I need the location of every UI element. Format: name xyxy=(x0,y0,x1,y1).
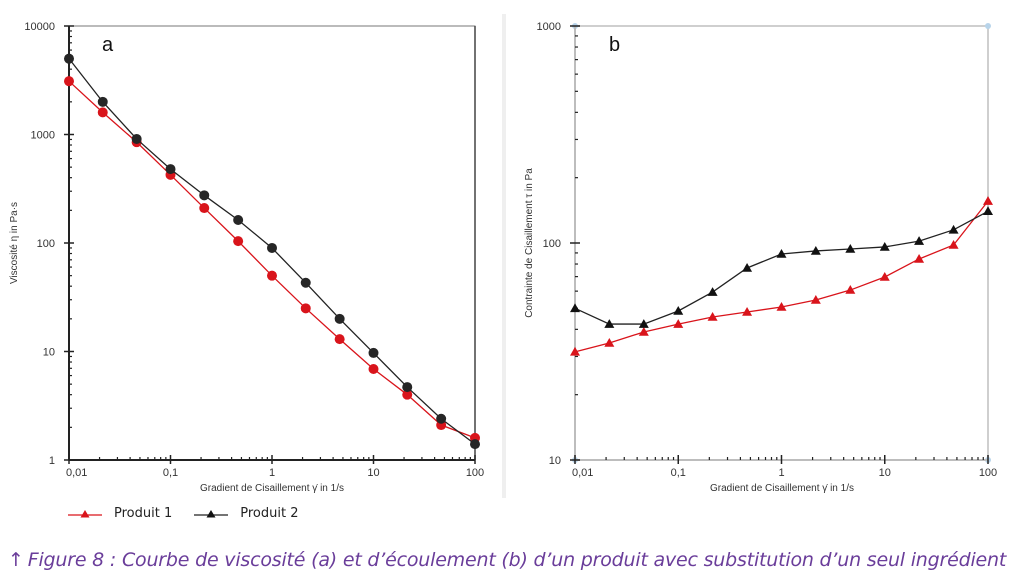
chart-a-series xyxy=(64,53,480,450)
chart-b-axes: 0,01 0,1 1 10 100 10 100 1000 xyxy=(537,21,998,479)
chart-a-data-point xyxy=(233,214,244,225)
chart-b-data-point xyxy=(570,346,580,356)
chart-a-data-point xyxy=(368,363,379,374)
legend-item-produit-1: Produit 1 xyxy=(68,506,172,521)
chart-a-axes: 0,01 0,1 1 10 100 1 10 100 1000 10000 xyxy=(24,21,484,479)
chart-a-y-tick-label: 1000 xyxy=(31,130,55,142)
chart-b-data-point xyxy=(879,272,890,281)
chart-a-data-point xyxy=(64,53,74,64)
chart-b-data-point xyxy=(638,326,649,336)
chart-b-data-point xyxy=(810,245,821,255)
chart-a-x-tick-label: 0,01 xyxy=(66,467,87,479)
chart-b-data-point xyxy=(604,319,615,328)
legend-swatch-triangle-black-icon xyxy=(194,509,229,517)
chart-b-x-tick-label: 0,1 xyxy=(671,467,686,479)
chart-a-data-point xyxy=(334,313,345,324)
chart-a-data-point xyxy=(267,242,277,253)
legend-item-produit-2: Produit 2 xyxy=(194,506,298,521)
up-arrow-icon: ↑ xyxy=(8,549,24,571)
chart-b-data-point xyxy=(983,206,993,216)
legend: Produit 1 Produit 2 xyxy=(68,506,320,521)
chart-b-x-tick-label: 10 xyxy=(879,467,891,479)
chart-b-data-point xyxy=(707,287,718,296)
chart-a-x-tick-label: 10 xyxy=(367,467,379,479)
figure: a 0,01 0,1 1 10 100 1 10 100 1000 10000 Gradient … xyxy=(9,14,997,498)
chart-b-y-tick-label: 1000 xyxy=(537,21,561,33)
chart-a-data-point xyxy=(267,270,277,281)
chart-a-x-tick-label: 0,1 xyxy=(163,467,178,479)
chart-a-data-point xyxy=(300,277,311,288)
legend-swatch-triangle-red-icon xyxy=(68,509,102,517)
chart-b-data-point xyxy=(570,303,580,313)
chart-b-data-point xyxy=(604,338,615,347)
chart-a-panel-letter: a xyxy=(102,34,114,56)
legend-label: Produit 2 xyxy=(240,506,299,521)
chart-a-data-point xyxy=(470,439,480,450)
chart-b-corner-handle xyxy=(985,23,991,29)
chart-b-x-tick-label: 1 xyxy=(778,467,784,479)
chart-a-data-point xyxy=(97,107,108,118)
chart-a-x-tick-label: 100 xyxy=(466,467,484,479)
chart-b-x-axis-title: Gradient de Cisaillement γ̇ in 1/s xyxy=(710,483,854,494)
chart-b-data-point xyxy=(810,295,821,304)
chart-b-panel-letter: b xyxy=(609,34,620,56)
chart-b-data-point xyxy=(845,285,856,294)
chart-b-data-point xyxy=(948,240,959,249)
caption-text: Figure 8 : Courbe de viscosité (a) et d’… xyxy=(27,549,1007,571)
chart-a-data-point xyxy=(199,203,210,214)
chart-a-y-axis-title: Viscosité η in Pa·s xyxy=(9,202,20,284)
chart-b-data-point xyxy=(914,236,925,245)
chart-a-viscosity: a 0,01 0,1 1 10 100 1 10 100 1000 10000 Gradient … xyxy=(9,21,484,494)
chart-a-y-tick-label: 10000 xyxy=(24,21,55,33)
chart-a-y-tick-label: 1 xyxy=(49,455,55,467)
chart-b-data-point xyxy=(638,319,649,328)
chart-a-data-point xyxy=(64,76,74,87)
chart-b-y-tick-label: 10 xyxy=(549,455,561,467)
chart-a-x-tick-label: 1 xyxy=(269,467,275,479)
chart-b-plot-frame xyxy=(574,25,989,461)
chart-a-x-axis-title: Gradient de Cisaillement γ̇ in 1/s xyxy=(200,483,344,494)
chart-a-data-point xyxy=(402,382,413,393)
chart-b-data-point xyxy=(707,312,718,321)
chart-a-y-tick-label: 10 xyxy=(43,347,55,359)
panel-separator xyxy=(502,14,506,498)
chart-b-y-axis-title: Contrainte de Cisaillement τ in Pa xyxy=(524,168,535,318)
chart-a-data-point xyxy=(233,236,244,247)
chart-b-data-point xyxy=(673,319,684,328)
chart-a-data-point xyxy=(131,133,142,144)
chart-b-data-point xyxy=(879,241,890,251)
chart-a-data-point xyxy=(334,334,345,345)
chart-a-data-point xyxy=(199,190,210,201)
chart-b-data-point xyxy=(776,302,787,311)
legend-label: Produit 1 xyxy=(114,506,173,521)
chart-b-data-point xyxy=(742,262,753,272)
chart-a-data-point xyxy=(300,303,311,314)
chart-b-data-point xyxy=(673,305,684,315)
chart-b-data-point xyxy=(845,244,856,253)
chart-b-flow: b 0,01 0,1 1 10 100 10 100 1000 Gradient de Cis… xyxy=(524,21,997,494)
chart-a-data-point xyxy=(402,389,413,400)
chart-b-y-tick-label: 100 xyxy=(543,238,561,250)
chart-a-data-point xyxy=(368,347,379,358)
chart-b-series xyxy=(570,196,993,356)
chart-b-x-tick-label: 0,01 xyxy=(572,467,593,479)
chart-a-data-point xyxy=(436,413,447,424)
figure-caption: ↑ Figure 8 : Courbe de viscosité (a) et d… xyxy=(8,549,1006,571)
chart-b-x-tick-label: 100 xyxy=(979,467,997,479)
chart-b-data-point xyxy=(983,196,993,205)
chart-a-y-tick-label: 100 xyxy=(37,238,55,250)
chart-a-data-point xyxy=(165,164,176,175)
chart-b-data-point xyxy=(948,224,959,234)
chart-b-data-point xyxy=(776,248,787,258)
chart-b-data-point xyxy=(914,253,925,263)
chart-b-data-point xyxy=(742,306,753,316)
chart-a-data-point xyxy=(97,96,108,107)
